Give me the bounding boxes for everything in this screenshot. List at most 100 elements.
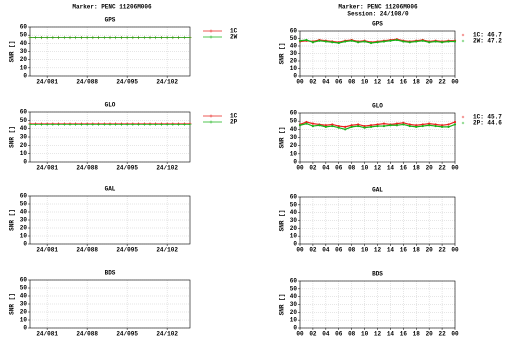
point-marker [402, 40, 405, 43]
point-marker [298, 39, 302, 42]
y-axis-label: SNR [] [9, 209, 16, 231]
y-tick-label: 60 [20, 193, 28, 200]
x-tick-label: 04 [322, 247, 330, 254]
x-tick-label: 08 [348, 247, 356, 254]
x-tick-label: 20 [426, 247, 434, 254]
x-tick-label: 04 [322, 331, 330, 338]
legend-marker [209, 29, 213, 33]
y-tick-label: 20 [20, 142, 28, 149]
panel-title: BDS [372, 271, 383, 278]
point-marker [102, 123, 106, 126]
x-tick-label: 22 [438, 331, 446, 338]
point-marker [119, 36, 123, 40]
x-tick-label: 20 [426, 165, 434, 172]
point-marker [45, 123, 49, 126]
point-marker [453, 40, 457, 43]
y-tick-label: 40 [290, 43, 298, 50]
point-marker [440, 124, 444, 127]
x-tick-label: 16 [400, 79, 408, 86]
x-tick-label: 14 [387, 247, 395, 254]
y-tick-label: 30 [20, 48, 28, 55]
x-tick-label: 02 [309, 331, 317, 338]
point-marker [188, 36, 192, 40]
point-marker [182, 36, 186, 40]
point-marker [91, 123, 95, 126]
point-marker [376, 123, 379, 126]
point-marker [177, 123, 181, 126]
x-tick-label: 18 [413, 247, 421, 254]
y-tick-label: 0 [23, 73, 27, 80]
point-marker [165, 36, 169, 40]
y-tick-label: 20 [20, 225, 28, 232]
legend-label: 2W: 47.2 [473, 38, 502, 45]
point-marker [382, 40, 386, 43]
x-tick-label: 24/102 [156, 331, 178, 338]
panel-title: GAL [372, 187, 383, 194]
point-marker [415, 124, 418, 127]
x-tick-label: 24/102 [156, 165, 178, 172]
point-marker [91, 36, 95, 40]
point-marker [447, 40, 450, 43]
y-tick-label: 40 [20, 40, 28, 47]
y-tick-label: 0 [23, 159, 27, 166]
point-marker [376, 124, 379, 128]
point-marker [305, 122, 308, 125]
plot-frame [299, 112, 456, 163]
point-marker [79, 123, 83, 126]
point-marker [97, 36, 101, 40]
x-tick-label: 02 [309, 165, 317, 172]
x-tick-label: 24/095 [116, 165, 138, 172]
point-marker [344, 40, 347, 43]
point-marker [344, 128, 347, 131]
point-marker [39, 123, 43, 126]
point-marker [311, 41, 315, 44]
panel-title: GLO [372, 103, 383, 110]
x-tick-label: 06 [335, 331, 343, 338]
y-tick-label: 40 [20, 209, 28, 216]
x-tick-label: 24/081 [36, 247, 58, 254]
point-marker [337, 124, 340, 128]
point-marker [408, 41, 411, 44]
point-marker [142, 36, 146, 40]
point-marker [357, 41, 360, 44]
point-marker [344, 125, 347, 128]
y-tick-label: 40 [290, 293, 298, 300]
x-tick-label: 04 [322, 165, 330, 172]
y-tick-label: 50 [290, 118, 298, 125]
x-tick-label: 16 [400, 247, 408, 254]
x-tick-label: 16 [400, 165, 408, 172]
y-tick-label: 40 [290, 126, 298, 133]
point-marker [440, 41, 444, 44]
y-tick-label: 60 [20, 24, 28, 31]
point-marker [395, 122, 398, 125]
point-marker [415, 125, 418, 128]
point-marker [434, 123, 437, 126]
point-marker [85, 123, 89, 126]
legend-marker [209, 114, 213, 118]
y-tick-label: 50 [290, 201, 298, 208]
point-marker [382, 122, 386, 125]
plot-frame [29, 195, 191, 245]
y-tick-label: 0 [293, 159, 297, 166]
point-marker [350, 124, 353, 127]
point-marker [408, 124, 411, 128]
point-marker [305, 120, 308, 124]
y-tick-label: 40 [290, 209, 298, 216]
point-marker [28, 36, 32, 40]
point-marker [440, 125, 444, 128]
x-tick-label: 02 [309, 79, 317, 86]
point-marker [74, 36, 78, 40]
y-tick-label: 50 [290, 35, 298, 42]
y-tick-label: 30 [20, 301, 28, 308]
point-marker [125, 36, 129, 40]
point-marker [428, 122, 431, 125]
point-marker [363, 124, 366, 128]
y-tick-label: 40 [20, 125, 28, 132]
point-marker [363, 126, 366, 129]
point-marker [311, 124, 315, 128]
point-marker [171, 123, 175, 126]
x-tick-label: 24/081 [36, 165, 58, 172]
y-tick-label: 10 [20, 317, 28, 324]
y-axis-label: SNR [] [279, 294, 286, 316]
point-marker [79, 36, 83, 40]
